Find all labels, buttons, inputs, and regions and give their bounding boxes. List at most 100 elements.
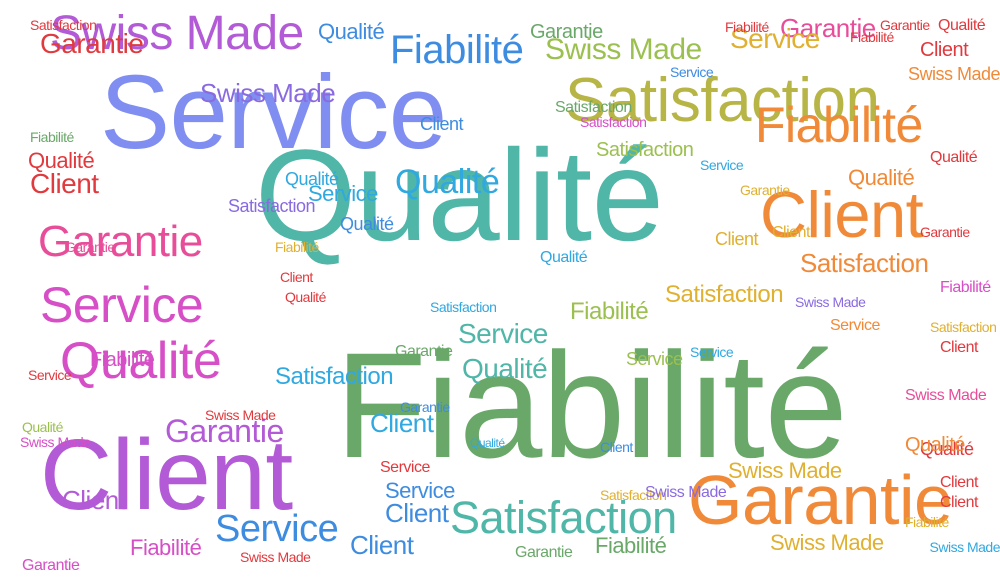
- cloud-word: Client: [940, 339, 978, 356]
- cloud-word: Service: [690, 344, 734, 360]
- cloud-word: Client: [40, 419, 293, 531]
- cloud-word: Service: [100, 54, 447, 171]
- cloud-word: Garantie: [40, 28, 144, 59]
- cloud-word: Client: [760, 178, 924, 251]
- cloud-word: Client: [600, 439, 633, 455]
- cloud-word: Service: [458, 318, 548, 349]
- cloud-word: Swiss Made: [20, 434, 91, 450]
- cloud-word: Fiabilité: [335, 321, 848, 489]
- cloud-word: Swiss Made: [645, 484, 727, 501]
- cloud-word: Client: [940, 474, 978, 491]
- cloud-word: Service: [380, 459, 430, 476]
- cloud-word: Qualité: [285, 289, 326, 305]
- cloud-word: Service: [700, 157, 744, 173]
- cloud-word: Garantie: [165, 413, 284, 449]
- cloud-word: Service: [830, 317, 880, 334]
- cloud-word: Garantie: [400, 399, 450, 415]
- cloud-word: Qualité: [848, 165, 915, 190]
- cloud-word: Fiabilité: [725, 19, 769, 35]
- cloud-word: Service: [730, 23, 820, 54]
- cloud-word: Garantie: [395, 343, 453, 360]
- cloud-word: Swiss Made: [50, 7, 304, 60]
- cloud-word: Swiss Made: [907, 64, 1000, 84]
- cloud-word: Garantie: [65, 239, 115, 255]
- cloud-word: Fiabilité: [940, 279, 991, 296]
- cloud-word: Satisfaction: [665, 281, 784, 308]
- cloud-word: Qualité: [540, 249, 588, 266]
- cloud-word: Fiabilité: [130, 535, 202, 560]
- cloud-word: Fiabilité: [275, 239, 319, 255]
- cloud-word: Satisfaction: [275, 363, 394, 390]
- cloud-word: Client: [772, 224, 810, 241]
- cloud-word: Service: [670, 64, 714, 80]
- cloud-word: Satisfaction: [450, 492, 677, 543]
- cloud-word: Client: [940, 494, 978, 511]
- cloud-word: Qualité: [930, 149, 978, 166]
- cloud-word: Service: [215, 508, 339, 550]
- cloud-word: Swiss Made: [240, 549, 311, 565]
- cloud-word: Satisfaction: [228, 196, 316, 216]
- cloud-word: Satisfaction: [580, 114, 647, 130]
- cloud-word: Client: [62, 485, 126, 515]
- cloud-word: Garantie: [38, 217, 203, 266]
- cloud-word: Client: [350, 530, 414, 560]
- cloud-word: Qualité: [395, 163, 500, 201]
- cloud-word: Service: [28, 367, 72, 383]
- cloud-word: Fiabilité: [390, 28, 524, 72]
- cloud-word: Swiss Made: [200, 78, 336, 108]
- cloud-word: Fiabilité: [905, 514, 949, 530]
- cloud-word: Qualité: [905, 434, 965, 456]
- cloud-word: Fiabilité: [30, 129, 74, 145]
- cloud-word: Satisfaction: [430, 299, 497, 315]
- cloud-word: Client: [370, 408, 434, 438]
- cloud-word: Fiabilité: [570, 298, 649, 325]
- cloud-word: Qualité: [340, 214, 394, 234]
- cloud-word: Fiabilité: [90, 349, 155, 371]
- cloud-word: Garantie: [740, 182, 790, 198]
- cloud-word: Qualité: [60, 332, 222, 390]
- cloud-word: Swiss Made: [795, 294, 866, 310]
- cloud-word: Garantie: [780, 13, 876, 43]
- cloud-word: Swiss Made: [905, 387, 987, 404]
- cloud-word: Satisfaction: [930, 319, 997, 335]
- cloud-word: Qualité: [470, 436, 505, 450]
- cloud-word: Satisfaction: [30, 17, 97, 33]
- cloud-word: Client: [280, 269, 313, 285]
- cloud-word: Satisfaction: [800, 248, 929, 278]
- cloud-word: Fiabilité: [595, 533, 667, 558]
- cloud-word: Service: [308, 181, 378, 206]
- cloud-word: Fiabilité: [755, 97, 923, 153]
- cloud-word: Satisfaction: [596, 139, 694, 161]
- cloud-word: Qualité: [255, 122, 664, 268]
- cloud-word: Satisfaction: [600, 487, 667, 503]
- cloud-word: Garantie: [22, 557, 80, 574]
- cloud-word: Client: [30, 168, 99, 199]
- cloud-word: Qualité: [462, 353, 548, 384]
- cloud-word: Client: [920, 39, 969, 61]
- cloud-word: Fiabilité: [850, 29, 894, 45]
- cloud-word: Qualité: [22, 419, 63, 435]
- cloud-word: Qualité: [285, 169, 339, 189]
- cloud-word: Client: [715, 229, 759, 249]
- cloud-word: Qualité: [920, 439, 974, 459]
- cloud-word: Client: [420, 114, 464, 134]
- cloud-word: Garantie: [688, 461, 953, 539]
- cloud-word: Garantie: [920, 224, 970, 240]
- cloud-word: Garantie: [530, 21, 603, 43]
- cloud-word: Garantie: [515, 544, 573, 561]
- cloud-word: Service: [40, 277, 204, 333]
- cloud-word: Service: [626, 349, 683, 369]
- cloud-word: Qualité: [318, 19, 385, 44]
- cloud-word: Swiss Made: [545, 33, 702, 66]
- cloud-word: Qualité: [938, 17, 986, 34]
- cloud-word: Swiss Made: [205, 407, 276, 423]
- cloud-word: Service: [385, 478, 455, 503]
- cloud-word: Qualité: [28, 148, 95, 173]
- cloud-word: Swiss Made: [929, 539, 1000, 555]
- cloud-word: Satisfaction: [565, 66, 880, 135]
- cloud-word: Satisfaction: [555, 99, 632, 116]
- cloud-word: Swiss Made: [770, 530, 884, 555]
- cloud-word: Garantie: [880, 17, 930, 33]
- cloud-word: Client: [385, 498, 449, 528]
